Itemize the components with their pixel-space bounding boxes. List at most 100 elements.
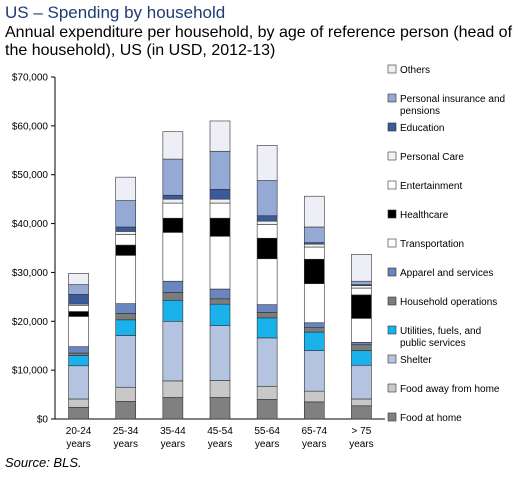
x-tick-label: years xyxy=(161,439,185,450)
bar-segment xyxy=(162,198,184,204)
x-tick-label: 45-54 xyxy=(207,426,233,437)
y-tick-label: $60,000 xyxy=(12,121,49,132)
bar-segment xyxy=(115,386,137,402)
legend-swatch xyxy=(387,354,397,364)
legend-label: Others xyxy=(400,65,430,76)
legend-label: Food away from home xyxy=(400,384,500,395)
bar-segment xyxy=(256,304,278,313)
bar-segment xyxy=(209,198,231,204)
legend-swatch xyxy=(387,238,397,248)
bar-segment xyxy=(68,305,89,312)
legend-swatch xyxy=(387,383,397,393)
x-tick-label: > 75 xyxy=(352,426,372,437)
bar-segment xyxy=(115,231,137,235)
bar-segment xyxy=(303,258,325,284)
x-tick-label: years xyxy=(255,439,279,450)
bar-segment xyxy=(162,131,184,160)
y-tick-label: $10,000 xyxy=(12,366,49,377)
legend-swatch xyxy=(387,325,397,335)
x-tick-label: 25-34 xyxy=(113,426,139,437)
bar-segment xyxy=(162,217,184,233)
bar-segment xyxy=(68,311,89,317)
y-tick-label: $70,000 xyxy=(12,73,49,84)
bar-segment xyxy=(162,158,184,196)
bar-segment xyxy=(68,284,89,295)
legend-label: Shelter xyxy=(400,355,432,366)
x-tick-label: years xyxy=(208,439,232,450)
bar-segment xyxy=(256,317,278,339)
x-tick-label: 20-24 xyxy=(66,426,92,437)
bar-segment xyxy=(209,380,231,398)
bar-segment xyxy=(351,285,372,289)
bar-segment xyxy=(303,327,325,333)
bar-segment xyxy=(68,352,89,356)
bar-segment xyxy=(68,355,89,367)
bar-segment xyxy=(115,335,137,388)
bar-segment xyxy=(256,224,278,239)
bar-segment xyxy=(351,405,372,420)
x-tick-label: years xyxy=(113,439,137,450)
bar-segment xyxy=(162,380,184,398)
bars xyxy=(68,120,372,420)
y-axis: $0 $10,000 $20,000 $30,000 $40,000 $50,000 $60… xyxy=(12,73,385,426)
legend-swatch xyxy=(387,209,397,219)
legend-swatch xyxy=(387,93,397,103)
bar-segment xyxy=(115,234,137,246)
x-tick-label: 35-44 xyxy=(160,426,186,437)
bar-segment xyxy=(303,350,325,392)
bar-segment xyxy=(68,316,89,347)
bar-segment xyxy=(162,292,184,301)
bar-segment xyxy=(303,283,325,324)
bar-segment xyxy=(68,406,89,420)
bar-segment xyxy=(303,243,325,248)
y-tick-label: $40,000 xyxy=(12,219,49,230)
y-tick-label: $20,000 xyxy=(12,317,49,328)
bar-segment xyxy=(209,325,231,381)
bar-segment xyxy=(209,397,231,420)
legend-label: public services xyxy=(400,338,466,349)
x-axis: 20-24 years 25-34 years 35-44 years 45-54 years… xyxy=(66,426,374,450)
bar-segment xyxy=(351,341,372,346)
bar-segment xyxy=(256,337,278,387)
bar-segment xyxy=(303,401,325,420)
bar-segment xyxy=(256,399,278,420)
y-tick-label: $0 xyxy=(37,415,49,426)
bar-segment xyxy=(68,273,89,285)
bar-segment xyxy=(162,194,184,200)
y-tick-label: $50,000 xyxy=(12,170,49,181)
bar-segment xyxy=(351,254,372,282)
x-tick-label: 65-74 xyxy=(301,426,327,437)
legend-label: Household operations xyxy=(400,297,497,308)
bar-segment xyxy=(303,246,325,260)
bar-segment xyxy=(162,299,184,322)
legend-swatch xyxy=(387,151,397,161)
bar-segment xyxy=(68,398,89,408)
bar-segment xyxy=(162,280,184,293)
x-tick-label: years xyxy=(302,439,326,450)
bar-segment xyxy=(115,303,137,314)
legend-label: Transportation xyxy=(400,239,464,250)
bar-segment xyxy=(209,303,231,326)
bar-segment xyxy=(303,195,325,228)
legend-swatch xyxy=(387,412,397,422)
bar-segment xyxy=(256,220,278,225)
source-note: Source: BLS. xyxy=(5,455,82,470)
bar-segment xyxy=(209,120,231,152)
bar-segment xyxy=(303,226,325,243)
bar-segment xyxy=(256,180,278,217)
legend-label: Personal Care xyxy=(400,152,464,163)
bar-segment xyxy=(256,385,278,400)
legend-swatch xyxy=(387,267,397,277)
bar-segment xyxy=(351,287,372,296)
legend-swatch xyxy=(387,64,397,74)
x-tick-label: years xyxy=(66,439,90,450)
chart-title: US – Spending by household xyxy=(5,3,226,22)
y-tick-label: $30,000 xyxy=(12,268,49,279)
bar-segment xyxy=(115,176,137,201)
bar-segment xyxy=(68,346,89,354)
bar-segment xyxy=(115,200,137,228)
bar-segment xyxy=(209,235,231,290)
legend-label: Food at home xyxy=(400,413,462,424)
bar-segment xyxy=(256,215,278,222)
